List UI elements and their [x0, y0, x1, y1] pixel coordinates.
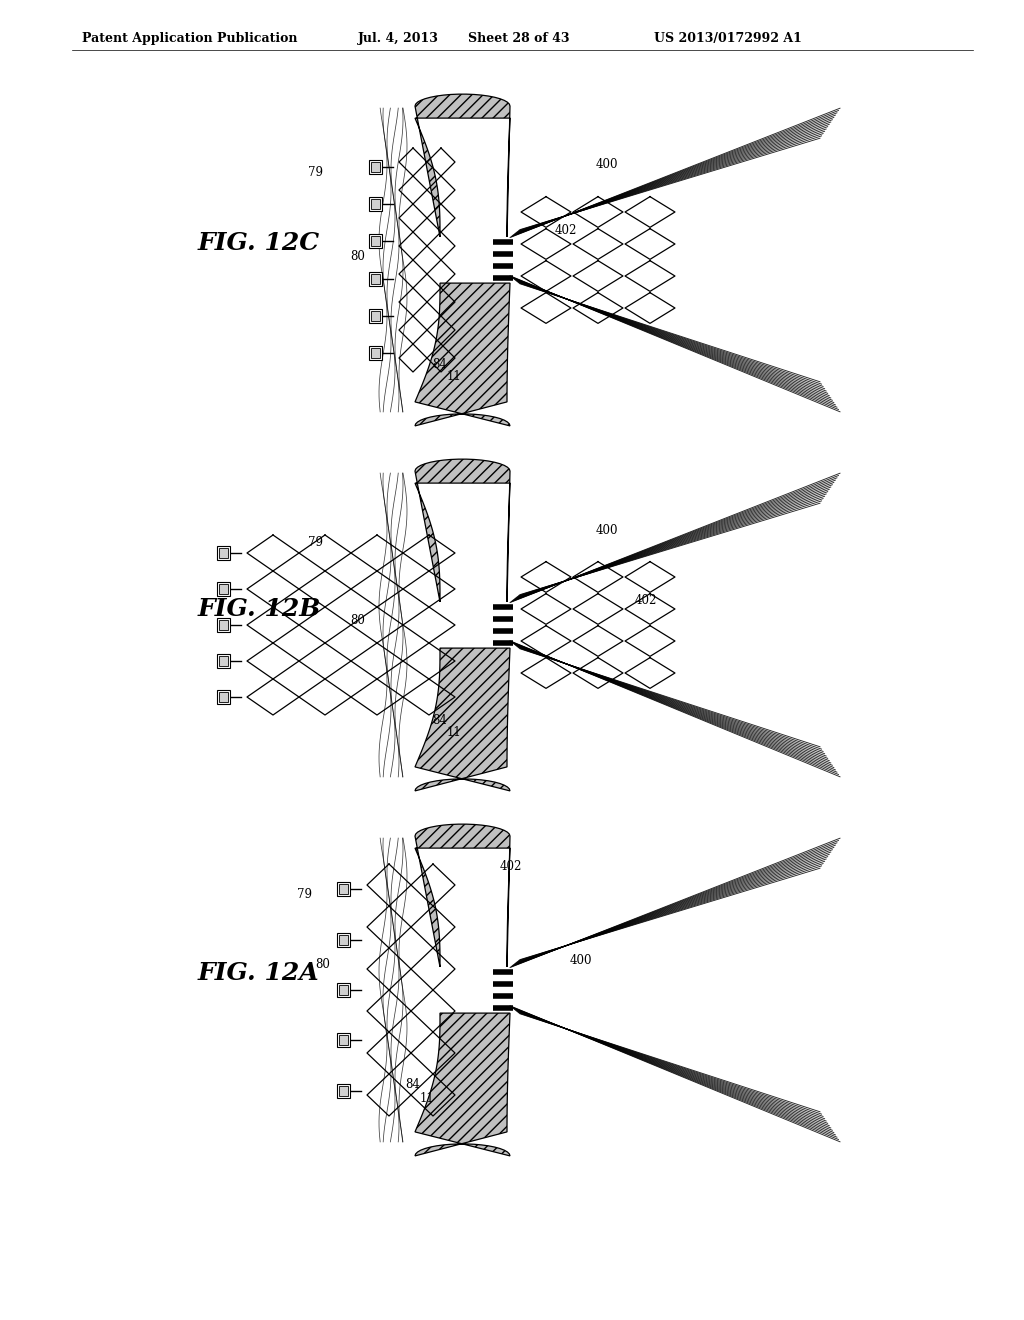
- Bar: [371, 348, 380, 358]
- Text: FIG. 12C: FIG. 12C: [198, 231, 321, 256]
- Bar: [217, 653, 230, 668]
- Bar: [339, 1086, 348, 1096]
- Text: 80: 80: [350, 614, 365, 627]
- Text: 11: 11: [447, 726, 462, 738]
- Text: 402: 402: [500, 861, 522, 874]
- Bar: [339, 985, 348, 995]
- Polygon shape: [415, 94, 510, 236]
- Text: FIG. 12B: FIG. 12B: [198, 597, 322, 620]
- Bar: [371, 199, 380, 209]
- Bar: [369, 235, 382, 248]
- Text: US 2013/0172992 A1: US 2013/0172992 A1: [654, 32, 802, 45]
- Text: Patent Application Publication: Patent Application Publication: [82, 32, 298, 45]
- Bar: [371, 312, 380, 321]
- Bar: [371, 161, 380, 172]
- Text: 79: 79: [308, 536, 323, 549]
- Text: 11: 11: [420, 1092, 435, 1105]
- Text: 84: 84: [432, 714, 446, 726]
- Polygon shape: [415, 824, 510, 966]
- Text: 80: 80: [350, 251, 365, 264]
- Bar: [371, 236, 380, 247]
- Bar: [339, 935, 348, 945]
- Text: 402: 402: [555, 223, 578, 236]
- Bar: [217, 582, 230, 597]
- Bar: [369, 309, 382, 323]
- Polygon shape: [415, 1014, 510, 1156]
- Bar: [217, 618, 230, 632]
- Text: 400: 400: [596, 158, 618, 172]
- Text: 80: 80: [315, 958, 330, 972]
- Polygon shape: [415, 459, 510, 602]
- Text: 84: 84: [406, 1078, 420, 1092]
- Text: 79: 79: [308, 165, 323, 178]
- Bar: [369, 272, 382, 285]
- Bar: [217, 690, 230, 704]
- Text: 400: 400: [596, 524, 618, 536]
- Text: 79: 79: [297, 887, 312, 900]
- Bar: [369, 197, 382, 211]
- Bar: [219, 548, 228, 558]
- Bar: [337, 983, 350, 997]
- Bar: [337, 1084, 350, 1098]
- Bar: [217, 546, 230, 560]
- Text: 84: 84: [432, 359, 446, 371]
- Text: Sheet 28 of 43: Sheet 28 of 43: [468, 32, 569, 45]
- Text: 402: 402: [635, 594, 657, 606]
- Text: Jul. 4, 2013: Jul. 4, 2013: [358, 32, 439, 45]
- Bar: [219, 692, 228, 702]
- Bar: [219, 620, 228, 630]
- Text: FIG. 12A: FIG. 12A: [198, 961, 319, 986]
- Bar: [337, 933, 350, 946]
- Bar: [337, 1034, 350, 1047]
- Bar: [339, 1035, 348, 1045]
- Polygon shape: [415, 282, 510, 426]
- Text: 11: 11: [447, 371, 462, 384]
- Bar: [371, 273, 380, 284]
- Text: 400: 400: [570, 953, 593, 966]
- Bar: [369, 160, 382, 174]
- Bar: [219, 583, 228, 594]
- Polygon shape: [415, 648, 510, 791]
- Bar: [219, 656, 228, 667]
- Bar: [339, 884, 348, 894]
- Bar: [369, 346, 382, 360]
- Bar: [337, 882, 350, 896]
